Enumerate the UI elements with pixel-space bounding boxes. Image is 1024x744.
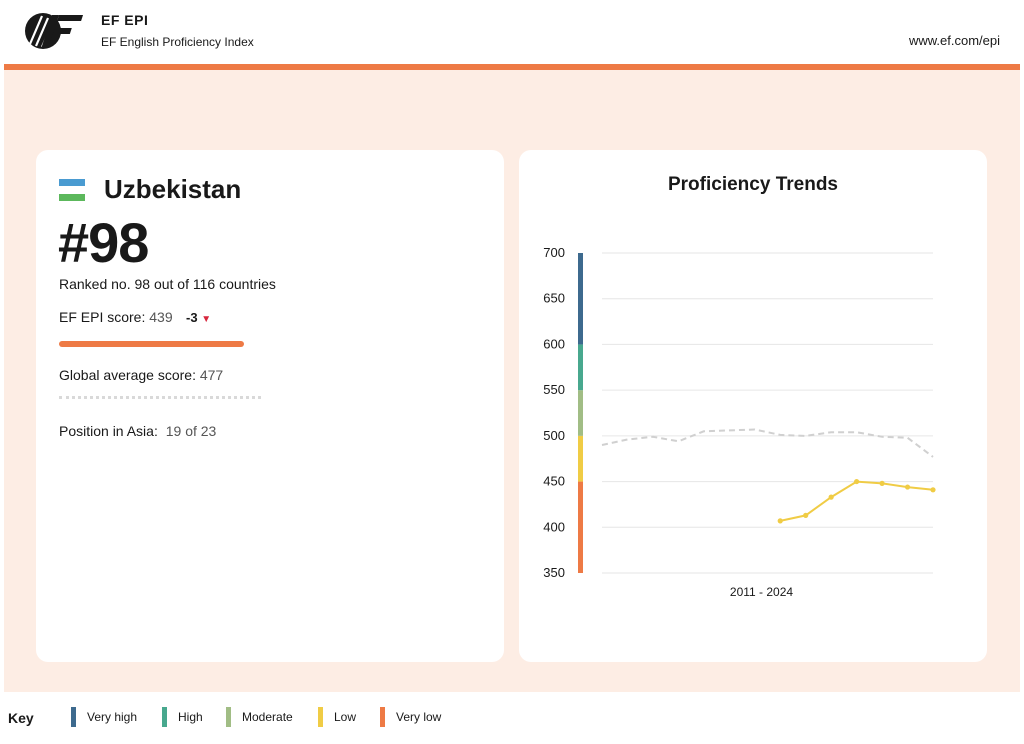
asia-position-label: Position in Asia:: [59, 423, 158, 439]
global-average-series-line: [601, 428, 934, 458]
key-swatch: [318, 707, 323, 727]
rank-number: #98: [58, 211, 149, 274]
key-swatch: [226, 707, 231, 727]
key-swatch: [380, 707, 385, 727]
score-bar: [59, 341, 244, 347]
trend-chart: 350 400 450 500 550 600 650 700 2011 - 2024: [543, 245, 936, 599]
uzbekistan-flag-icon: [59, 179, 85, 201]
key-label: High: [178, 710, 203, 724]
asia-position-row: Position in Asia: 19 of 23: [59, 423, 216, 439]
rank-description: Ranked no. 98 out of 116 countries: [59, 276, 276, 292]
key-title: Key: [8, 710, 34, 726]
y-tick-label: 450: [543, 474, 565, 489]
score-value: 439: [149, 309, 173, 325]
country-data-point: [854, 478, 860, 485]
country-card: Uzbekistan #98 Ranked no. 98 out of 116 …: [36, 150, 504, 662]
global-average-value: 477: [199, 367, 224, 383]
down-arrow-icon: ▼: [201, 314, 212, 325]
legend-key: Key Very high High Moderate Low Very low: [0, 696, 1024, 744]
y-tick-label: 700: [543, 245, 565, 260]
y-tick-label: 550: [543, 382, 565, 397]
y-tick-label: 500: [543, 428, 565, 443]
proficiency-band: [578, 390, 583, 436]
brand-name: EF EPI: [101, 12, 149, 28]
trends-card: Proficiency Trends 350 400 450 500 550 600 650…: [519, 150, 987, 662]
key-label: Very high: [87, 710, 138, 724]
country-name: Uzbekistan: [104, 174, 242, 204]
x-axis-label: 2011 - 2024: [730, 585, 793, 599]
page-header: EF EPI EF English Proficiency Index www.…: [0, 0, 1024, 64]
chart-title: Proficiency Trends: [667, 174, 838, 195]
global-average-row: Global average score: 477: [59, 367, 223, 383]
y-tick-label: 350: [543, 565, 565, 580]
global-average-label: Global average score:: [59, 367, 196, 383]
key-label: Moderate: [242, 710, 293, 724]
header-divider: [4, 64, 1020, 70]
ef-logo-icon: [25, 13, 84, 49]
proficiency-band: [578, 435, 583, 482]
brand-subtitle: EF English Proficiency Index: [101, 35, 254, 49]
y-tick-label: 650: [543, 291, 565, 306]
y-tick-label: 400: [543, 519, 565, 534]
key-label: Low: [334, 710, 357, 724]
country-data-point: [904, 484, 911, 490]
country-data-point: [777, 518, 783, 524]
proficiency-band: [578, 481, 583, 573]
global-average-bar: [59, 396, 261, 399]
score-row: EF EPI score: 439: [59, 309, 173, 325]
country-data-point: [930, 487, 936, 493]
site-url-link[interactable]: www.ef.com/epi: [908, 33, 1000, 48]
proficiency-band: [578, 253, 583, 345]
y-tick-label: 600: [543, 336, 565, 351]
country-data-point: [879, 480, 885, 486]
score-label: EF EPI score:: [59, 309, 146, 325]
key-label: Very low: [396, 710, 442, 724]
key-swatch: [71, 707, 76, 727]
score-change: -3 ▼: [186, 310, 211, 325]
proficiency-band: [578, 344, 583, 391]
country-data-point: [803, 512, 809, 518]
score-change-value: -3: [186, 310, 198, 325]
asia-position-value: 19 of 23: [165, 423, 217, 439]
country-data-point: [828, 494, 834, 500]
key-swatch: [162, 707, 167, 727]
